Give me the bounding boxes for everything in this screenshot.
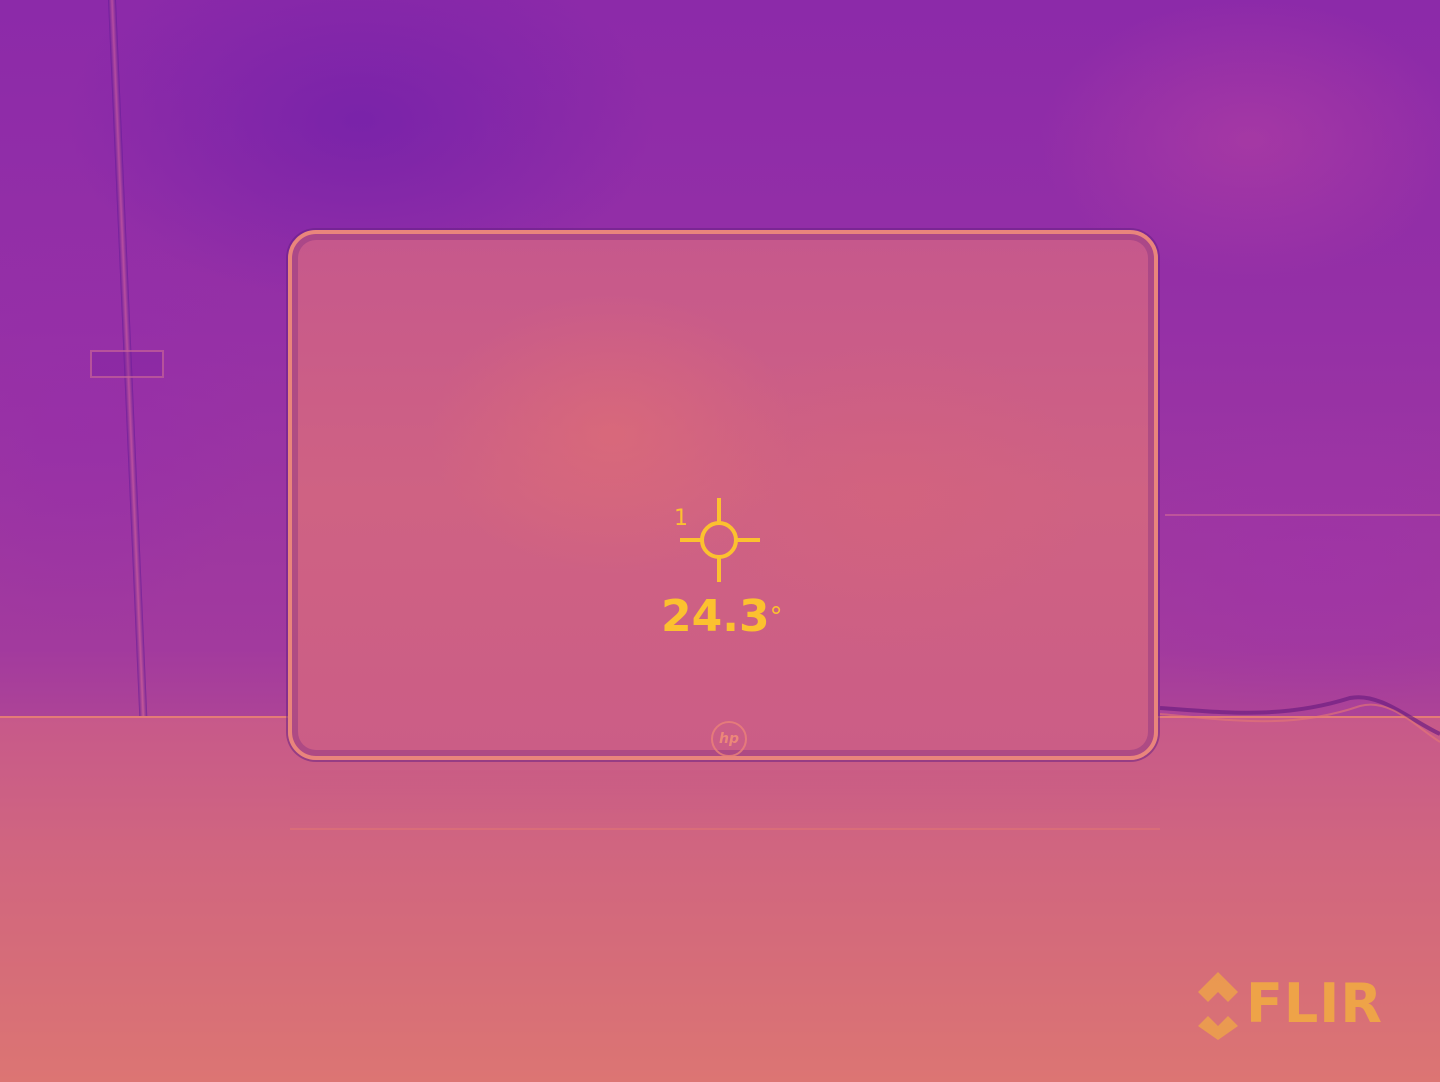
degree-symbol: ° [769,602,783,632]
flir-watermark: FLIR [1246,972,1383,1035]
cable [1160,695,1440,743]
monitor-screen: hp [288,230,1158,760]
pole-bracket [90,350,164,378]
crosshair-icon [680,498,760,582]
hp-logo: hp [711,721,747,757]
table-surface [0,716,1440,1082]
table-edge [290,770,1160,830]
spot-label: 1 [674,506,688,531]
flir-logo-icon [1198,972,1238,1040]
temperature-value: 24.3 [661,591,770,642]
temperature-readout: 24.3° [661,592,783,642]
wall-edge-line [1165,514,1440,516]
